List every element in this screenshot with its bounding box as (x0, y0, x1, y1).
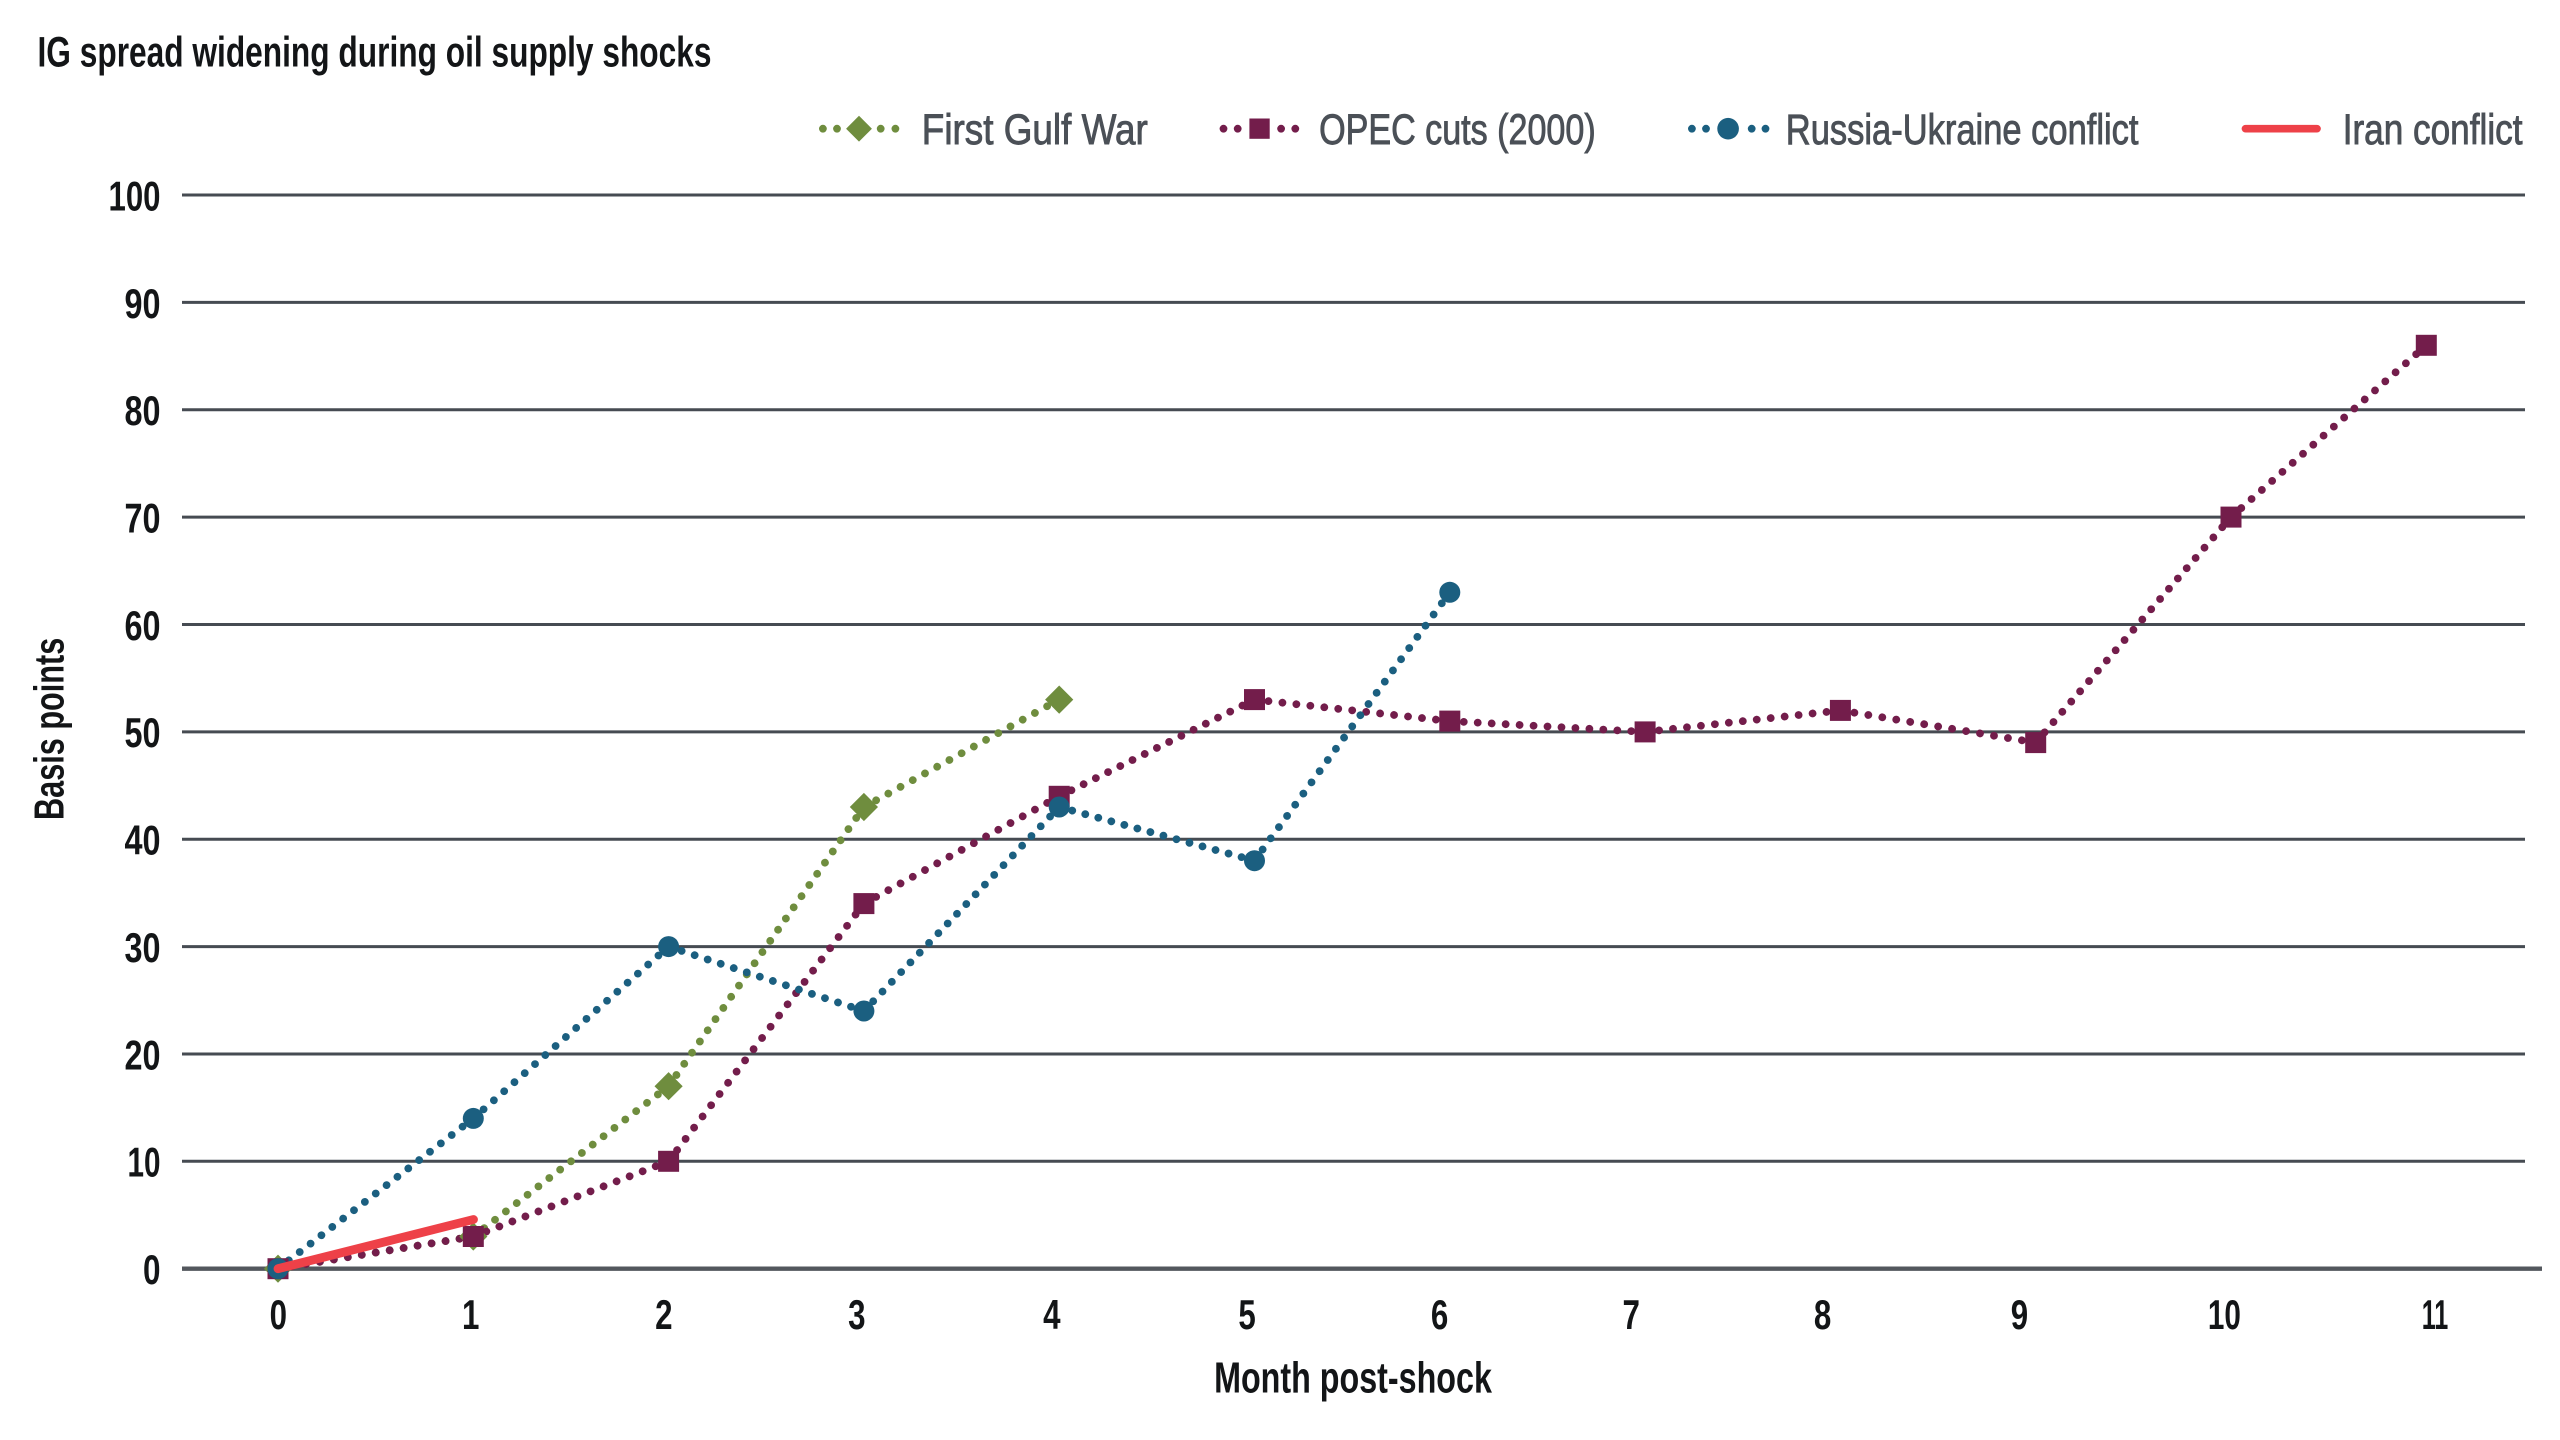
svg-text:10: 10 (128, 1139, 161, 1186)
svg-text:Russia-Ukraine conflict: Russia-Ukraine conflict (1786, 106, 2139, 154)
svg-text:100: 100 (109, 172, 161, 219)
svg-text:20: 20 (125, 1031, 161, 1078)
svg-text:0: 0 (143, 1246, 161, 1293)
svg-text:5: 5 (1238, 1291, 1255, 1338)
svg-text:40: 40 (125, 817, 161, 864)
svg-text:80: 80 (125, 387, 161, 434)
svg-text:0: 0 (270, 1291, 287, 1338)
svg-text:9: 9 (2011, 1291, 2028, 1338)
svg-text:Iran conflict: Iran conflict (2343, 106, 2523, 154)
svg-text:60: 60 (125, 602, 161, 649)
svg-text:1: 1 (462, 1291, 479, 1338)
svg-text:3: 3 (848, 1291, 865, 1338)
svg-text:8: 8 (1814, 1291, 1831, 1338)
svg-text:6: 6 (1431, 1291, 1448, 1338)
svg-text:30: 30 (125, 924, 161, 971)
svg-text:10: 10 (2208, 1291, 2241, 1338)
svg-text:OPEC cuts (2000): OPEC cuts (2000) (1319, 106, 1596, 154)
svg-text:Month post-shock: Month post-shock (1214, 1353, 1492, 1402)
svg-text:70: 70 (125, 495, 161, 542)
svg-text:2: 2 (655, 1291, 672, 1338)
svg-text:IG spread widening during oil: IG spread widening during oil supply sho… (38, 29, 712, 77)
svg-text:50: 50 (125, 709, 161, 756)
svg-text:4: 4 (1043, 1291, 1061, 1338)
svg-text:11: 11 (2422, 1291, 2449, 1338)
svg-text:7: 7 (1623, 1291, 1640, 1338)
svg-text:90: 90 (125, 280, 161, 327)
svg-text:First Gulf War: First Gulf War (922, 106, 1148, 154)
svg-text:Basis points: Basis points (26, 638, 73, 820)
